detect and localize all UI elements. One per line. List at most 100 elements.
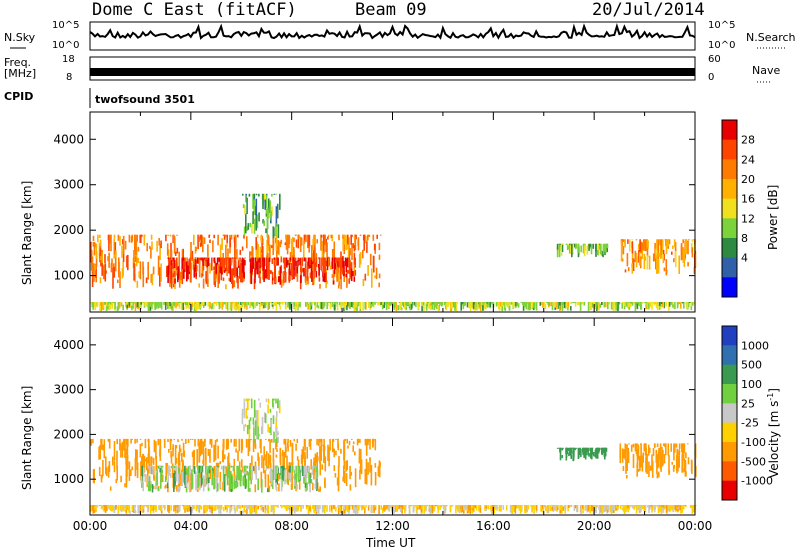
data-cell: [674, 302, 676, 310]
y-tick-label: 3000: [53, 383, 84, 397]
data-cell: [462, 302, 465, 310]
data-cell: [687, 457, 690, 465]
data-cell: [477, 302, 479, 307]
data-cell: [677, 505, 679, 508]
data-cell: [461, 302, 464, 304]
data-cell: [624, 269, 627, 273]
data-cell: [247, 472, 250, 492]
data-cell: [237, 467, 240, 480]
data-cell: [333, 257, 336, 275]
data-cell: [347, 302, 349, 307]
data-cell: [319, 505, 321, 510]
data-cell: [99, 277, 102, 284]
data-cell: [378, 505, 380, 514]
data-cell: [337, 285, 340, 289]
data-cell: [180, 302, 183, 310]
data-cell: [540, 505, 542, 512]
data-cell: [285, 234, 287, 240]
data-cell: [348, 440, 351, 446]
data-cell: [561, 455, 564, 459]
data-cell: [112, 268, 114, 289]
data-cell: [321, 464, 324, 470]
data-cell: [622, 465, 625, 471]
data-cell: [259, 276, 261, 284]
data-cell: [279, 241, 282, 248]
data-cell: [275, 302, 278, 311]
data-cell: [401, 505, 404, 510]
data-cell: [255, 261, 257, 270]
data-cell: [173, 473, 175, 492]
data-cell: [645, 302, 647, 306]
data-cell: [542, 302, 544, 308]
data-cell: [415, 302, 417, 308]
colorbar-swatch: [722, 384, 737, 404]
data-cell: [116, 306, 119, 312]
data-cell: [525, 302, 528, 310]
data-cell: [267, 488, 269, 493]
data-cell: [216, 485, 218, 493]
data-cell: [693, 505, 695, 513]
data-cell: [183, 505, 185, 510]
data-cell: [90, 255, 92, 263]
data-cell: [395, 505, 397, 510]
data-cell: [677, 508, 679, 512]
data-cell: [207, 257, 210, 267]
data-cell: [252, 422, 255, 428]
data-cell: [222, 438, 225, 452]
nave-label: Nave: [752, 64, 781, 77]
data-cell: [683, 468, 685, 473]
data-cell: [551, 302, 554, 311]
data-cell: [603, 243, 606, 250]
data-cell: [158, 238, 160, 246]
data-cell: [255, 244, 258, 260]
data-cell: [194, 302, 196, 309]
colorbar-swatch: [722, 238, 737, 259]
data-cell: [110, 262, 113, 273]
data-cell: [347, 270, 349, 274]
data-cell: [352, 445, 354, 452]
data-cell: [175, 505, 177, 511]
data-cell: [147, 304, 150, 311]
data-cell: [476, 302, 479, 304]
data-cell: [150, 456, 152, 468]
data-cell: [219, 481, 221, 488]
data-cell: [412, 505, 414, 508]
data-cell: [627, 303, 630, 307]
data-cell: [263, 257, 266, 267]
data-cell: [244, 480, 247, 489]
data-cell: [152, 485, 155, 490]
data-cell: [343, 449, 346, 470]
data-cell: [156, 472, 158, 486]
data-cell: [624, 239, 626, 248]
data-cell: [636, 256, 639, 263]
data-cell: [222, 465, 225, 482]
data-cell: [678, 302, 680, 304]
data-cell: [219, 461, 222, 465]
data-cell: [323, 302, 325, 309]
data-cell: [289, 506, 291, 510]
data-cell: [526, 505, 529, 513]
data-cell: [583, 246, 586, 257]
data-cell: [417, 505, 419, 508]
data-cell: [434, 505, 437, 507]
data-cell: [629, 239, 631, 252]
data-cell: [301, 465, 304, 476]
data-cell: [333, 465, 336, 472]
data-cell: [303, 465, 305, 483]
data-cell: [324, 456, 327, 472]
data-cell: [122, 251, 125, 262]
data-cell: [399, 505, 402, 512]
data-cell: [566, 245, 569, 251]
data-cell: [419, 505, 421, 509]
data-cell: [315, 270, 318, 278]
data-cell: [654, 242, 656, 261]
data-cell: [388, 302, 391, 309]
data-cell: [131, 466, 133, 471]
data-cell: [244, 302, 246, 307]
data-cell: [262, 193, 264, 209]
data-cell: [684, 505, 686, 507]
data-cell: [234, 260, 237, 276]
data-cell: [170, 249, 173, 262]
data-cell: [202, 278, 205, 289]
data-cell: [678, 443, 681, 449]
